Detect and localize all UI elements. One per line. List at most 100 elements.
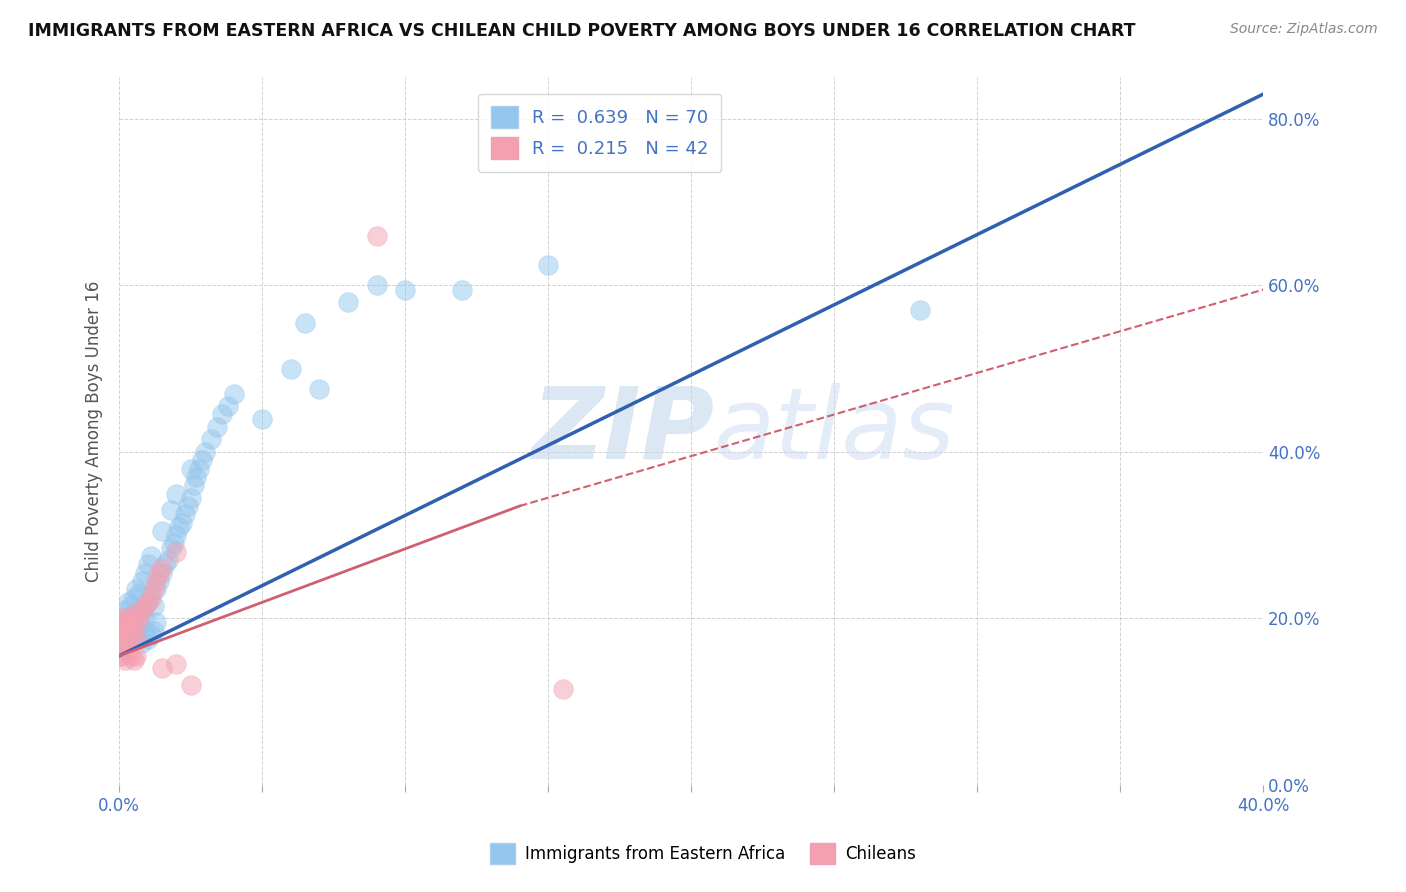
Point xyxy=(131,603,153,617)
Point xyxy=(125,582,148,597)
Point xyxy=(122,607,145,622)
Point xyxy=(150,661,173,675)
Point xyxy=(211,408,233,422)
Point xyxy=(117,624,139,638)
Point xyxy=(117,645,139,659)
Point xyxy=(150,566,173,580)
Text: ZIP: ZIP xyxy=(531,383,714,480)
Point xyxy=(111,648,134,663)
Point xyxy=(139,591,162,605)
Legend: Immigrants from Eastern Africa, Chileans: Immigrants from Eastern Africa, Chileans xyxy=(484,837,922,871)
Point xyxy=(166,657,188,672)
Point xyxy=(134,611,156,625)
Point xyxy=(180,678,202,692)
Point xyxy=(148,574,170,588)
Point xyxy=(172,516,194,530)
Point xyxy=(120,648,142,663)
Point xyxy=(125,632,148,647)
Point xyxy=(200,433,222,447)
Point xyxy=(120,615,142,630)
Point xyxy=(125,615,148,630)
Point xyxy=(142,599,165,613)
Point xyxy=(537,258,560,272)
Point xyxy=(205,420,228,434)
Point xyxy=(191,453,214,467)
Point xyxy=(128,632,150,647)
Point xyxy=(150,561,173,575)
Point xyxy=(159,541,181,555)
Point xyxy=(122,653,145,667)
Y-axis label: Child Poverty Among Boys Under 16: Child Poverty Among Boys Under 16 xyxy=(86,280,103,582)
Point xyxy=(131,574,153,588)
Point xyxy=(166,545,188,559)
Point xyxy=(183,478,205,492)
Point xyxy=(551,681,574,696)
Point xyxy=(280,361,302,376)
Point xyxy=(122,624,145,638)
Point xyxy=(114,628,136,642)
Point xyxy=(108,632,131,647)
Point xyxy=(394,283,416,297)
Point xyxy=(188,461,211,475)
Point xyxy=(908,303,931,318)
Point xyxy=(117,595,139,609)
Text: Source: ZipAtlas.com: Source: ZipAtlas.com xyxy=(1230,22,1378,37)
Point xyxy=(136,558,159,572)
Point xyxy=(451,283,474,297)
Point xyxy=(114,653,136,667)
Point xyxy=(114,628,136,642)
Point xyxy=(122,591,145,605)
Point xyxy=(136,632,159,647)
Point xyxy=(217,399,239,413)
Point xyxy=(134,566,156,580)
Point xyxy=(145,582,167,597)
Text: IMMIGRANTS FROM EASTERN AFRICA VS CHILEAN CHILD POVERTY AMONG BOYS UNDER 16 CORR: IMMIGRANTS FROM EASTERN AFRICA VS CHILEA… xyxy=(28,22,1136,40)
Point xyxy=(114,615,136,630)
Point xyxy=(117,636,139,650)
Point xyxy=(366,278,388,293)
Point xyxy=(117,624,139,638)
Point xyxy=(162,536,184,550)
Point xyxy=(186,470,208,484)
Point xyxy=(125,648,148,663)
Point xyxy=(148,566,170,580)
Point xyxy=(128,615,150,630)
Point xyxy=(111,611,134,625)
Point xyxy=(180,461,202,475)
Text: atlas: atlas xyxy=(714,383,956,480)
Point xyxy=(153,558,176,572)
Point xyxy=(134,599,156,613)
Point xyxy=(145,574,167,588)
Point xyxy=(177,499,200,513)
Point xyxy=(308,383,330,397)
Point xyxy=(166,528,188,542)
Point xyxy=(150,524,173,538)
Point xyxy=(122,607,145,622)
Legend: R =  0.639   N = 70, R =  0.215   N = 42: R = 0.639 N = 70, R = 0.215 N = 42 xyxy=(478,94,721,172)
Point xyxy=(131,603,153,617)
Point xyxy=(117,611,139,625)
Point xyxy=(108,640,131,655)
Point xyxy=(159,503,181,517)
Point xyxy=(108,624,131,638)
Point xyxy=(108,611,131,625)
Point xyxy=(366,228,388,243)
Point xyxy=(114,640,136,655)
Point xyxy=(252,411,274,425)
Point xyxy=(139,549,162,563)
Point xyxy=(136,595,159,609)
Point xyxy=(180,491,202,505)
Point xyxy=(145,615,167,630)
Point xyxy=(120,628,142,642)
Point xyxy=(111,632,134,647)
Point xyxy=(136,595,159,609)
Point xyxy=(108,648,131,663)
Point xyxy=(222,386,245,401)
Point xyxy=(122,632,145,647)
Point xyxy=(139,586,162,600)
Point xyxy=(142,582,165,597)
Point xyxy=(125,628,148,642)
Point xyxy=(337,295,360,310)
Point xyxy=(114,603,136,617)
Point xyxy=(111,624,134,638)
